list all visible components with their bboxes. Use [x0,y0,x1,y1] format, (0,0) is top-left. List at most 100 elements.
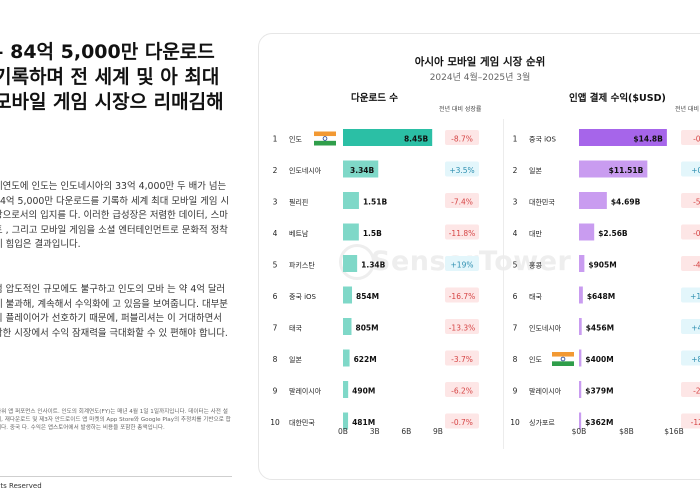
revenue-category-label: 태국 [529,293,542,301]
downloads-category-label: 대한민국 [289,418,315,427]
downloads-growth-label: -16.7% [449,292,476,301]
downloads-growth-badge [445,256,479,271]
downloads-growth-label: -7.4% [451,198,473,207]
downloads-rank: 10 [270,418,280,427]
revenue-value-label: $11.51B [609,166,644,175]
downloads-rank: 6 [273,292,278,301]
revenue-bar [579,192,607,209]
revenue-growth-label: +17 [690,292,700,301]
revenue-category-label: 중국 iOS [529,136,557,144]
revenue-bar [579,129,667,146]
downloads-growth-badge [445,161,479,177]
article-headline: – 84억 5,000만 다운로드 기록하며 전 세계 및 아 최대 모바일 게… [0,41,224,113]
downloads-bar [343,381,349,398]
downloads-bar [343,318,352,335]
revenue-category-label: 대한민국 [529,198,555,207]
downloads-bar [343,160,379,178]
revenue-category-label: 싱가포르 [529,418,555,427]
article-footnote: 타워 앱 퍼포먼스 인사이트. 인도의 회계연도(FY)는 매년 4월 1일 1… [0,409,231,431]
downloads-rank: 3 [273,198,278,207]
revenue-panel-title: 인앱 결제 수익($USD) [569,93,666,104]
downloads-growth-badge [445,193,479,208]
revenue-value-label: $379M [585,387,613,396]
revenue-growth-label: +8. [691,355,700,364]
downloads-value-label: 622M [354,355,377,364]
revenue-bar [579,349,582,367]
downloads-growth-badge [445,319,479,334]
downloads-growth-label: -6.2% [451,387,473,396]
revenue-growth-label: -2. [693,387,700,396]
revenue-growth-badge [681,161,700,177]
revenue-value-label: $648M [587,292,615,301]
revenue-bar [579,255,585,272]
chart-card: SensorTower 아시아 모바일 게임 시장 순위 2024년 4월–20… [258,33,700,480]
downloads-bar [343,255,358,272]
downloads-rank: 2 [273,166,278,175]
downloads-category-label: 중국 iOS [289,293,317,301]
revenue-value-label: $4.69B [611,198,641,207]
revenue-growth-badge [681,350,700,366]
revenue-growth-label: +0. [691,166,700,175]
rights-text: hts Reserved [0,482,42,490]
revenue-category-label: 말레이시아 [529,387,562,396]
panel-divider [503,119,504,449]
downloads-value-label: 481M [352,418,375,427]
revenue-value-label: $2.56B [598,229,628,238]
revenue-india-flag-icon [552,352,574,357]
revenue-rank: 8 [513,355,518,364]
downloads-value-label: 1.5B [363,229,382,238]
chart-title: 아시아 모바일 게임 시장 순위 [414,56,546,68]
downloads-rank: 7 [273,324,278,333]
revenue-bar [579,412,582,430]
downloads-panel-title: 다운로드 수 [351,93,399,104]
downloads-bar [343,412,349,430]
revenue-growth-label: -5. [693,198,700,207]
downloads-value-label: 1.51B [363,198,388,207]
revenue-growth-badge [681,224,700,240]
revenue-growth-header: 전년 대비 성장률 [675,106,700,113]
downloads-growth-header: 전년 대비 성장률 [439,106,482,113]
revenue-growth-badge [681,413,700,429]
downloads-growth-badge [445,287,479,303]
downloads-x-tick-label: 3B [370,427,380,436]
revenue-category-label: 홍콩 [529,261,542,270]
chart-subtitle: 2024년 4월–2025년 3월 [429,73,531,83]
downloads-rank: 1 [273,135,278,144]
downloads-growth-badge [445,224,479,240]
article-paragraph-2: 럼 압도적인 규모에도 불구하고 인도의 모바 는 약 4억 달러에 불과해, … [0,284,228,339]
downloads-value-label: 854M [356,292,379,301]
downloads-bar [343,349,350,367]
revenue-bar [579,286,583,304]
downloads-rank: 5 [273,261,278,270]
downloads-growth-badge [445,350,479,366]
revenue-bar [579,318,582,335]
revenue-growth-label: -0. [693,135,700,144]
downloads-growth-badge [445,382,479,397]
revenue-growth-label: -12. [691,418,700,427]
revenue-rank: 7 [513,324,518,333]
chart-svg: 1 인도 8.45B -8.7% 2 인도네시아 3.34B +3.5% 3 필리핀 1.51B -7… [270,129,700,436]
revenue-category-label: 대만 [529,229,542,238]
revenue-bar [579,381,582,398]
revenue-india-flag-green [552,361,574,366]
downloads-bar [343,286,353,304]
revenue-category-label: 인도 [529,355,542,364]
downloads-category-label: 태국 [289,325,302,333]
downloads-growth-label: +3.5% [449,166,474,175]
downloads-category-label: 말레이시아 [289,387,322,396]
downloads-category-label: 인도네시아 [289,166,322,175]
revenue-rank: 1 [513,135,518,144]
revenue-bar [579,223,595,241]
downloads-growth-label: -11.8% [449,229,476,238]
revenue-value-label: $905M [588,261,616,270]
revenue-growth-badge [681,193,700,208]
revenue-value-label: $400M [585,355,613,364]
revenue-rank: 4 [513,229,518,238]
revenue-growth-badge [681,319,700,334]
downloads-bar [343,223,359,241]
downloads-value-label: 3.34B [350,166,375,175]
downloads-value-label: 490M [352,387,375,396]
downloads-india-flag-icon [314,131,336,137]
revenue-growth-label: +4. [691,324,700,333]
revenue-growth-label: -4. [693,261,700,270]
